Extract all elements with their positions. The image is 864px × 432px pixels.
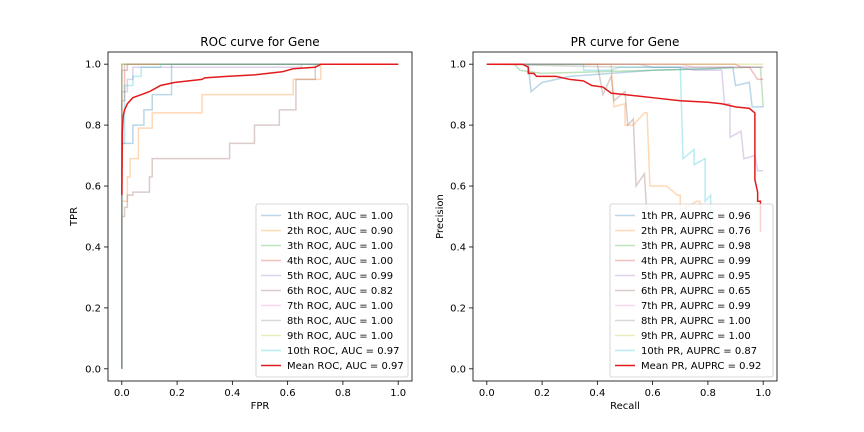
roc-series-line-2	[121, 63, 399, 369]
pr-y-axis-label: Precision	[435, 194, 446, 239]
roc-series-line-10	[121, 63, 399, 369]
pr-legend-label: 8th PR, AUPRC = 1.00	[641, 316, 751, 327]
pr-x-tick-label: 0.2	[534, 388, 550, 399]
pr-series-line-11	[486, 63, 762, 232]
pr-legend-label: 3th PR, AUPRC = 0.98	[641, 241, 751, 252]
pr-series-line-3	[486, 63, 764, 107]
roc-x-tick-label: 0.0	[114, 388, 130, 399]
pr-legend-label: Mean PR, AUPRC = 0.92	[641, 361, 761, 372]
pr-legend-label: 10th PR, AUPRC = 0.87	[641, 346, 757, 357]
pr-x-axis-label: Recall	[610, 401, 640, 412]
pr-series-line-4	[486, 63, 764, 81]
roc-lines	[121, 63, 399, 369]
roc-legend-label: 1th ROC, AUC = 1.00	[287, 211, 393, 222]
roc-axes-frame	[107, 51, 413, 382]
roc-legend-label: 9th ROC, AUC = 1.00	[287, 331, 393, 342]
pr-y-tick-label: 1.0	[450, 60, 466, 71]
roc-x-tick-label: 0.8	[335, 388, 351, 399]
pr-series-line-7	[486, 63, 764, 68]
pr-x-ticks: 0.0 0.2 0.4 0.6 0.8 1.0	[479, 381, 771, 399]
roc-y-tick-label: 1.0	[85, 60, 101, 71]
roc-series-line-6	[121, 63, 399, 369]
roc-legend-label: 3th ROC, AUC = 1.00	[287, 241, 393, 252]
roc-legend-label: 6th ROC, AUC = 0.82	[287, 286, 393, 297]
roc-x-axis-label: FPR	[251, 401, 270, 412]
roc-series-line-1	[121, 63, 399, 369]
roc-y-axis-label: TPR	[69, 207, 80, 227]
roc-x-tick-label: 0.4	[224, 388, 240, 399]
pr-legend-label: 6th PR, AUPRC = 0.65	[641, 286, 751, 297]
pr-legend-label: 9th PR, AUPRC = 1.00	[641, 331, 751, 342]
roc-legend-label: Mean ROC, AUC = 0.97	[287, 361, 404, 372]
roc-legend-label: 2th ROC, AUC = 0.90	[287, 226, 393, 237]
pr-legend-label: 7th PR, AUPRC = 0.99	[641, 301, 751, 312]
roc-series-line-4	[121, 63, 399, 369]
pr-legend: 1th PR, AUPRC = 0.96 2th PR, AUPRC = 0.76…	[609, 203, 774, 378]
roc-y-tick-label: 0.0	[85, 364, 101, 375]
roc-series-line-7	[121, 63, 399, 369]
pr-y-tick-label: 0.8	[450, 121, 466, 132]
roc-legend-box	[255, 203, 409, 378]
pr-x-tick-label: 0.8	[700, 388, 716, 399]
roc-y-ticks: 0.0 0.2 0.4 0.6 0.8 1.0	[85, 60, 108, 375]
pr-y-tick-label: 0.6	[450, 182, 466, 193]
roc-series-line-11	[121, 63, 399, 196]
roc-x-tick-label: 0.6	[280, 388, 296, 399]
pr-y-tick-label: 0.2	[450, 303, 466, 314]
pr-x-tick-label: 1.0	[755, 388, 771, 399]
pr-x-tick-label: 0.0	[479, 388, 495, 399]
roc-series-line-5	[121, 63, 399, 369]
pr-axes-frame	[472, 51, 778, 382]
pr-series-line-1	[486, 63, 764, 108]
roc-series-line-9	[121, 63, 399, 369]
pr-legend-box	[609, 203, 774, 378]
pr-y-tick-label: 0.0	[450, 364, 466, 375]
pr-series-line-8	[486, 63, 764, 68]
pr-x-tick-label: 0.4	[589, 388, 605, 399]
roc-plot-title: ROC curve for Gene	[200, 35, 319, 49]
roc-y-tick-label: 0.8	[85, 121, 101, 132]
roc-legend-label: 8th ROC, AUC = 1.00	[287, 316, 393, 327]
pr-x-tick-label: 0.6	[645, 388, 661, 399]
roc-x-tick-label: 1.0	[390, 388, 406, 399]
roc-legend-label: 4th ROC, AUC = 1.00	[287, 256, 393, 267]
roc-plot: ROC curve for Gene 0.0 0.2 0.4 0.6 0.8 1.0 0.…	[69, 35, 413, 412]
roc-x-ticks: 0.0 0.2 0.4 0.6 0.8 1.0	[114, 381, 406, 399]
roc-series-line-3	[121, 63, 399, 369]
pr-legend-label: 1th PR, AUPRC = 0.96	[641, 211, 751, 222]
roc-x-tick-label: 0.2	[169, 388, 185, 399]
pr-legend-label: 2th PR, AUPRC = 0.76	[641, 226, 751, 237]
roc-legend: 1th ROC, AUC = 1.00 2th ROC, AUC = 0.90 3t…	[255, 203, 409, 378]
pr-lines	[486, 63, 764, 233]
roc-legend-label: 5th ROC, AUC = 0.99	[287, 271, 393, 282]
roc-legend-label: 10th ROC, AUC = 0.97	[287, 346, 399, 357]
roc-y-tick-label: 0.4	[85, 242, 101, 253]
roc-y-tick-label: 0.2	[85, 303, 101, 314]
pr-series-line-5	[486, 63, 764, 172]
pr-legend-label: 5th PR, AUPRC = 0.95	[641, 271, 751, 282]
roc-legend-label: 7th ROC, AUC = 1.00	[287, 301, 393, 312]
pr-y-tick-label: 0.4	[450, 242, 466, 253]
pr-series-line-10	[486, 63, 712, 232]
pr-plot-title: PR curve for Gene	[571, 35, 680, 49]
pr-legend-label: 4th PR, AUPRC = 0.99	[641, 256, 751, 267]
pr-plot: PR curve for Gene 0.0 0.2 0.4 0.6 0.8 1.0 0.0…	[435, 35, 778, 412]
roc-y-tick-label: 0.6	[85, 182, 101, 193]
pr-y-ticks: 0.0 0.2 0.4 0.6 0.8 1.0	[450, 60, 473, 375]
